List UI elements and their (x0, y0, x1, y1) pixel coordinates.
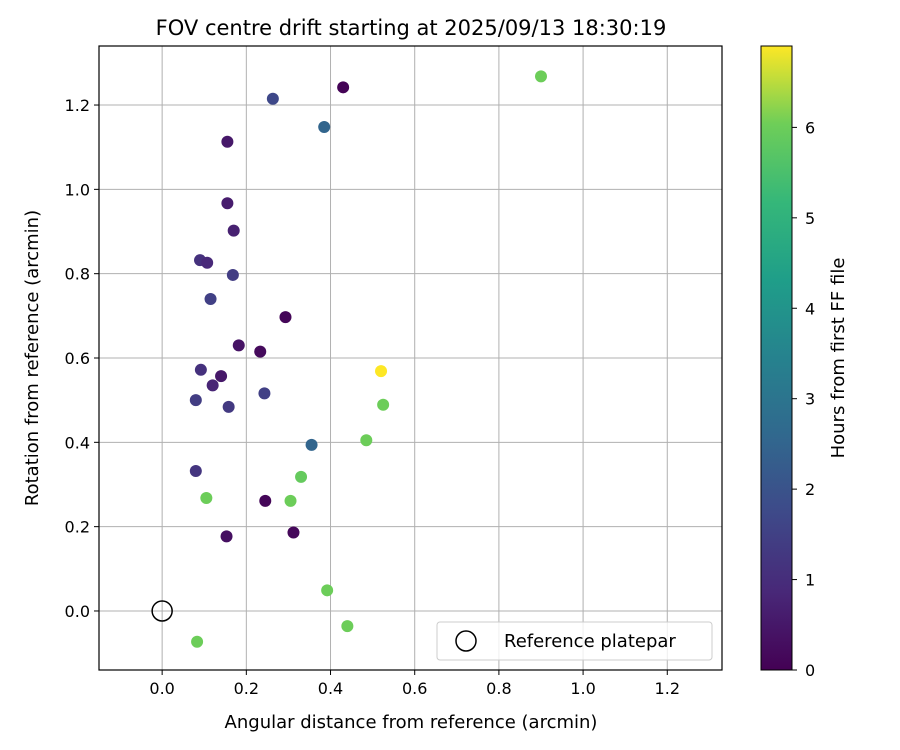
x-axis-ticks: 0.0 0.2 0.4 0.6 0.8 1.0 1.2 (149, 670, 680, 698)
y-tick-label: 1.0 (65, 180, 90, 199)
data-point (194, 363, 207, 376)
data-point (284, 494, 297, 507)
y-tick-label: 0.8 (65, 265, 90, 284)
data-point (279, 311, 292, 324)
plot-frame (98, 45, 723, 671)
data-point (215, 370, 228, 383)
x-tick-label: 0.2 (234, 679, 259, 698)
data-point (360, 434, 373, 447)
colorbar-tick-label: 3 (805, 390, 815, 409)
data-point (321, 584, 334, 597)
grid-lines (99, 46, 722, 670)
colorbar-label: Hours from first FF file (828, 258, 849, 459)
data-point (377, 398, 390, 411)
x-axis-label: Angular distance from reference (arcmin) (225, 712, 598, 733)
legend-marker (455, 630, 477, 652)
colorbar-tick-label: 2 (805, 480, 815, 499)
data-point (305, 438, 318, 451)
data-point (221, 135, 234, 148)
x-tick-label: 1.2 (655, 679, 680, 698)
x-tick-label: 0.4 (318, 679, 343, 698)
colorbar-tick-label: 0 (805, 661, 815, 680)
data-point (206, 379, 219, 392)
reference-marker (151, 600, 173, 622)
x-tick-label: 0.0 (149, 679, 174, 698)
chart-title: FOV centre drift starting at 2025/09/13 … (156, 16, 667, 40)
data-point (220, 530, 233, 543)
data-point (189, 464, 202, 477)
data-point (222, 400, 235, 413)
data-point (534, 70, 547, 83)
y-tick-label: 0.2 (65, 518, 90, 537)
y-tick-label: 0.6 (65, 349, 90, 368)
data-point (341, 620, 354, 633)
data-point (254, 345, 267, 358)
colorbar-tick-label: 6 (805, 118, 815, 137)
data-point (221, 197, 234, 210)
data-point (258, 387, 271, 400)
legend-box (436, 621, 713, 661)
data-point (200, 491, 213, 504)
legend: Reference platepar (436, 621, 713, 661)
y-tick-label: 0.0 (65, 602, 90, 621)
data-point (295, 470, 308, 483)
data-point (266, 92, 279, 105)
data-point (287, 526, 300, 539)
colorbar: 0 1 2 3 4 5 6 Hours from first FF file (760, 45, 849, 680)
data-point (201, 256, 214, 269)
y-tick-label: 1.2 (65, 96, 90, 115)
data-point (375, 365, 388, 378)
x-tick-label: 0.6 (402, 679, 427, 698)
y-axis-ticks: 0.0 0.2 0.4 0.6 0.8 1.0 1.2 (65, 96, 99, 621)
colorbar-ticks: 0 1 2 3 4 5 6 (792, 118, 815, 680)
data-point (337, 81, 350, 94)
data-point (191, 635, 204, 648)
y-axis-label: Rotation from reference (arcmin) (22, 210, 43, 506)
data-point (227, 224, 240, 237)
data-point (259, 494, 272, 507)
colorbar-tick-label: 4 (805, 299, 815, 318)
data-point (189, 394, 202, 407)
colorbar-tick-label: 1 (805, 571, 815, 590)
data-point (226, 268, 239, 281)
data-point (318, 120, 331, 133)
x-tick-label: 1.0 (570, 679, 595, 698)
data-point (204, 292, 217, 305)
colorbar-gradient (760, 45, 793, 671)
x-tick-label: 0.8 (486, 679, 511, 698)
data-points (189, 70, 547, 648)
y-tick-label: 0.4 (65, 433, 90, 452)
legend-label: Reference platepar (504, 631, 676, 652)
data-point (232, 339, 245, 352)
colorbar-tick-label: 5 (805, 209, 815, 228)
